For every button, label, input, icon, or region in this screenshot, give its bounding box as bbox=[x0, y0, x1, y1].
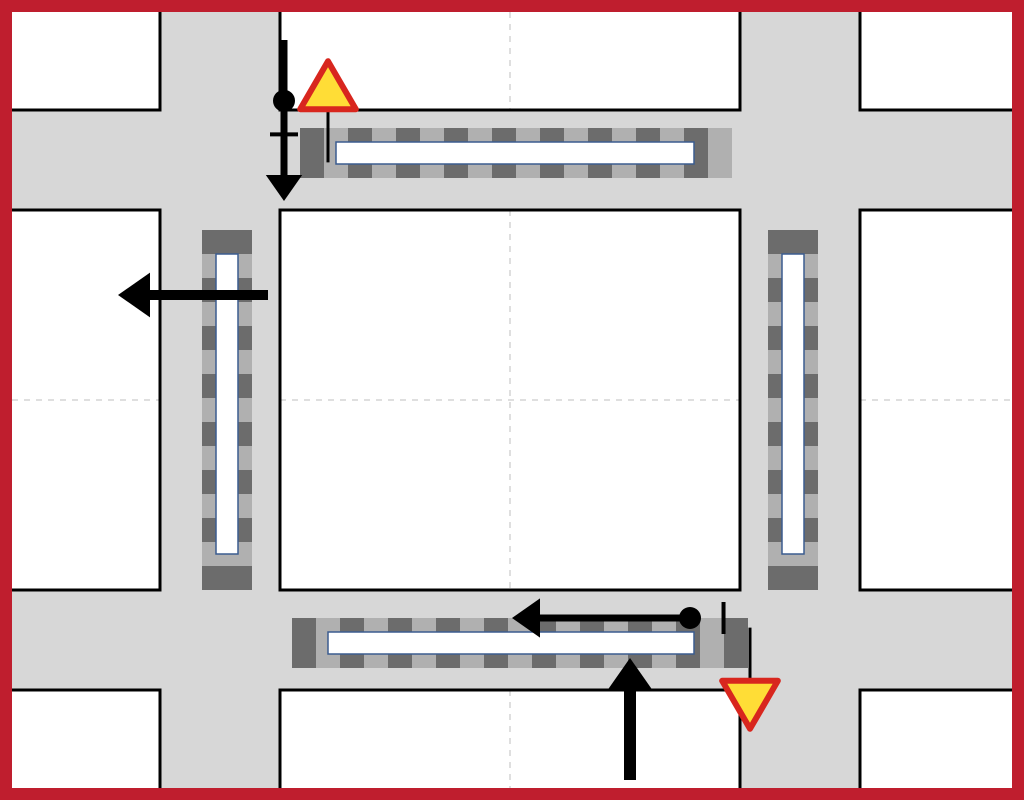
crosswalk-top bbox=[300, 128, 732, 178]
crosswalk-left bbox=[202, 230, 252, 590]
crosswalk-bottom bbox=[292, 618, 748, 668]
intersection-diagram bbox=[0, 0, 1024, 800]
crosswalk-right bbox=[768, 230, 818, 590]
